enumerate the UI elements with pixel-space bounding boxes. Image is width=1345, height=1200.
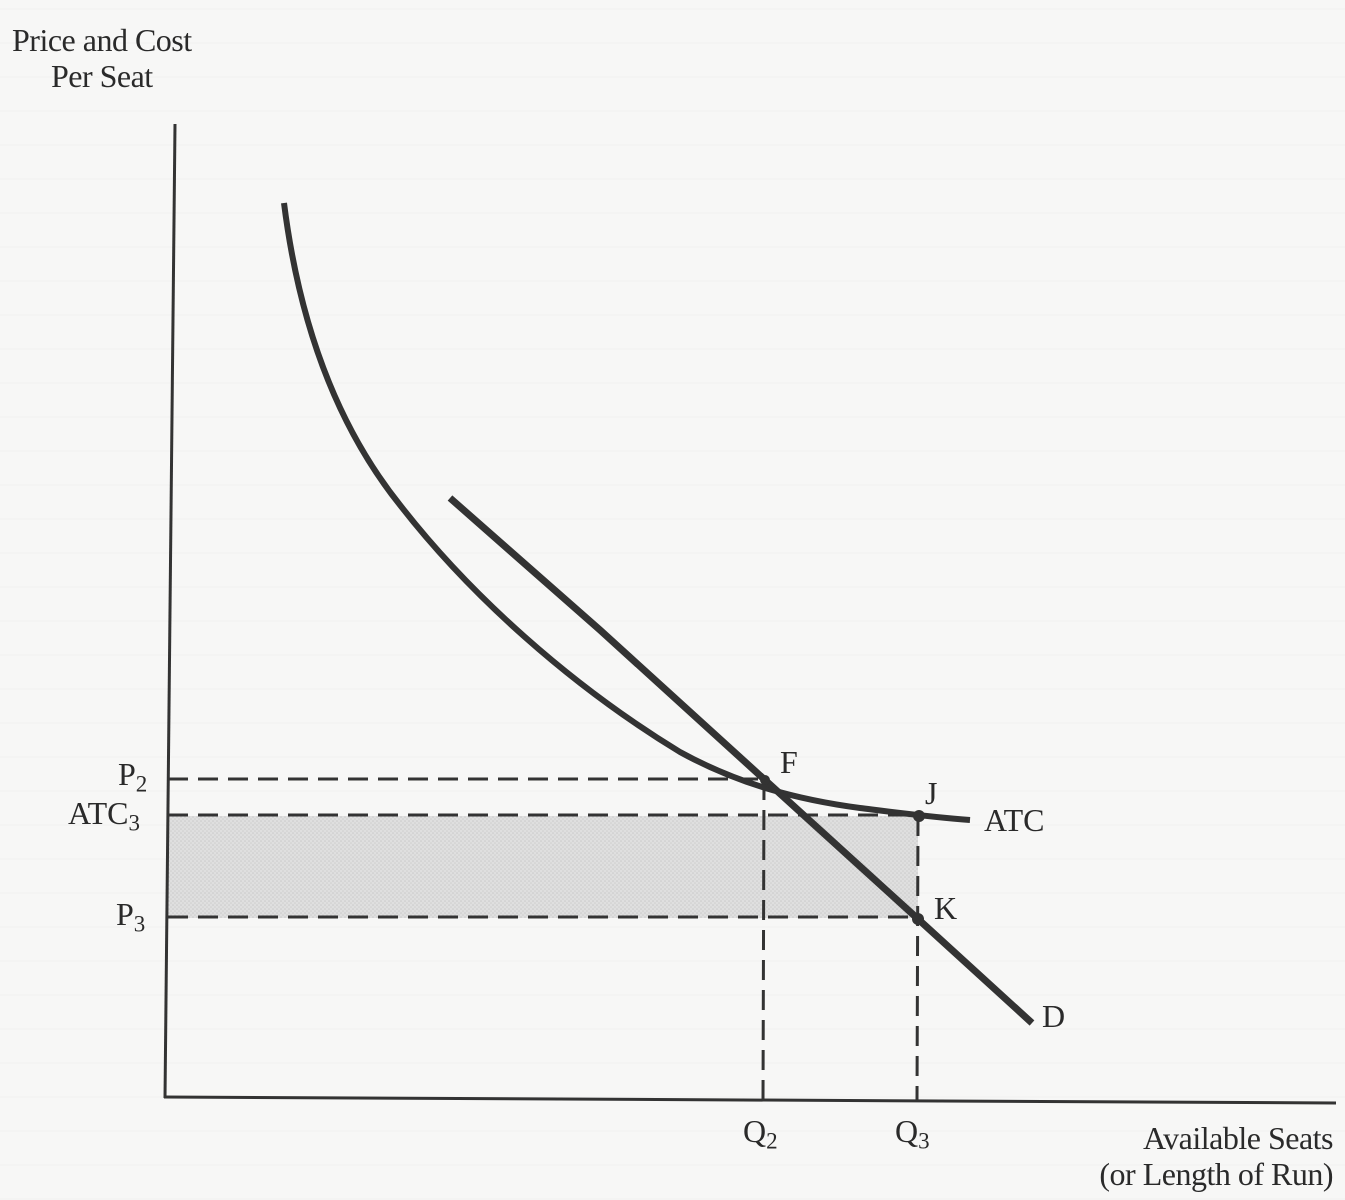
y-axis — [163, 123, 177, 1099]
tick-p3: P3 — [116, 896, 146, 937]
label-point-f: F — [780, 744, 798, 780]
y-axis-label-line2: Per Seat — [50, 58, 153, 94]
loss-region — [168, 816, 918, 918]
q2-dashed-line — [761, 779, 766, 1101]
label-atc-curve: ATC — [984, 802, 1045, 838]
tick-q3: Q3 — [895, 1113, 930, 1154]
point-j-marker — [913, 810, 925, 822]
point-k-marker — [912, 913, 924, 925]
demand-line — [447, 495, 1035, 1026]
x-axis-label-line2: (or Length of Run) — [1099, 1156, 1333, 1192]
tick-p2: P2 — [118, 756, 148, 797]
tick-atc3: ATC3 — [68, 795, 140, 836]
x-axis — [163, 1095, 1337, 1105]
y-axis-label: Price and Cost Per Seat — [12, 22, 192, 94]
atc-curve — [281, 202, 971, 823]
x-axis-label: Available Seats (or Length of Run) — [1099, 1120, 1333, 1192]
point-f-marker — [760, 775, 770, 785]
label-point-j: J — [925, 775, 938, 811]
label-demand-curve: D — [1042, 998, 1066, 1034]
x-axis-label-line1: Available Seats — [1142, 1120, 1334, 1156]
tick-q2: Q2 — [743, 1113, 778, 1154]
y-axis-label-line1: Price and Cost — [12, 22, 192, 58]
q3-dashed-line — [915, 815, 920, 1102]
label-point-k: K — [934, 890, 958, 926]
